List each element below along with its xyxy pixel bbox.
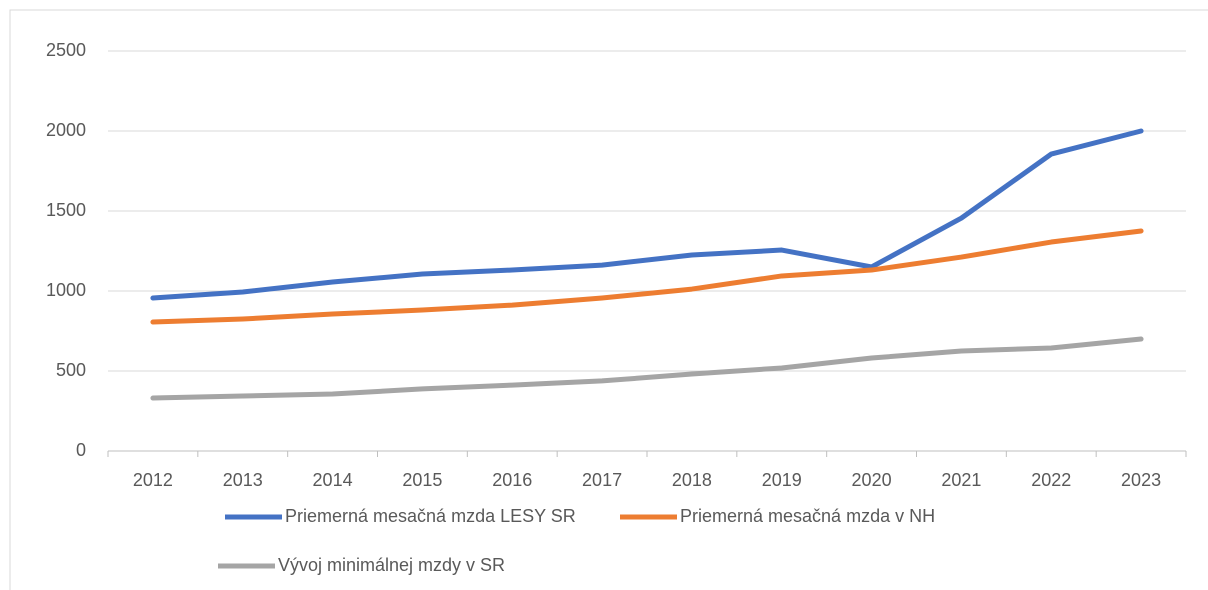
x-tick-label: 2015 xyxy=(402,470,442,490)
legend-label: Vývoj minimálnej mzdy v SR xyxy=(278,555,505,575)
y-tick-label: 1000 xyxy=(46,280,86,300)
series-line xyxy=(150,228,1144,325)
series-line xyxy=(150,336,1144,401)
legend-label: Priemerná mesačná mzda v NH xyxy=(680,506,935,526)
x-tick-label: 2018 xyxy=(672,470,712,490)
x-tick-label: 2016 xyxy=(492,470,532,490)
y-tick-label: 0 xyxy=(76,440,86,460)
x-tick-label: 2022 xyxy=(1031,470,1071,490)
x-tick-label: 2014 xyxy=(313,470,353,490)
x-tick-label: 2013 xyxy=(223,470,263,490)
series-line xyxy=(150,128,1144,301)
chart-frame xyxy=(9,9,1208,590)
x-tick-label: 2019 xyxy=(762,470,802,490)
x-tick-label: 2012 xyxy=(133,470,173,490)
x-tick-label: 2021 xyxy=(941,470,981,490)
x-tick-label: 2020 xyxy=(852,470,892,490)
x-tick-label: 2023 xyxy=(1121,470,1161,490)
y-tick-label: 1500 xyxy=(46,200,86,220)
legend-label: Priemerná mesačná mzda LESY SR xyxy=(285,506,576,526)
x-tick-label: 2017 xyxy=(582,470,622,490)
y-tick-label: 500 xyxy=(56,360,86,380)
y-tick-label: 2500 xyxy=(46,40,86,60)
y-tick-label: 2000 xyxy=(46,120,86,140)
